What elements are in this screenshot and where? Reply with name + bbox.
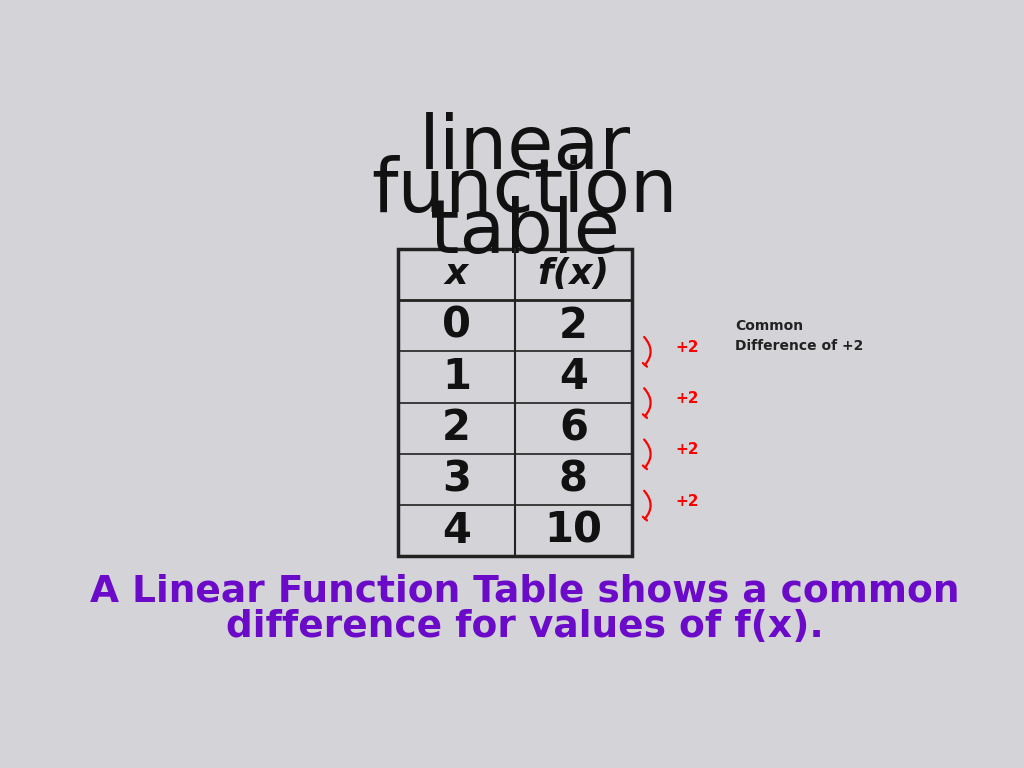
Text: 6: 6 [559,407,588,449]
Text: x: x [444,257,468,292]
Text: +2: +2 [676,494,699,508]
Text: table: table [430,197,620,270]
Text: 2: 2 [442,407,471,449]
Text: 1: 1 [441,356,471,398]
Text: difference for values of f(x).: difference for values of f(x). [226,609,823,645]
Text: f(x): f(x) [538,257,609,292]
Text: 4: 4 [442,510,471,551]
Bar [397,249,632,556]
Text: 4: 4 [559,356,588,398]
Text: 10: 10 [545,510,602,551]
Text: 8: 8 [559,458,588,501]
Text: +2: +2 [676,339,699,355]
Text: function: function [372,155,678,228]
Text: linear: linear [419,112,631,185]
Text: 3: 3 [441,458,471,501]
Text: +2: +2 [676,442,699,457]
Text: A Linear Function Table shows a common: A Linear Function Table shows a common [90,574,959,610]
Text: Common: Common [735,319,803,333]
Text: 0: 0 [441,305,471,346]
Text: +2: +2 [676,391,699,406]
Text: 2: 2 [559,305,588,346]
Text: Difference of +2: Difference of +2 [735,339,863,353]
